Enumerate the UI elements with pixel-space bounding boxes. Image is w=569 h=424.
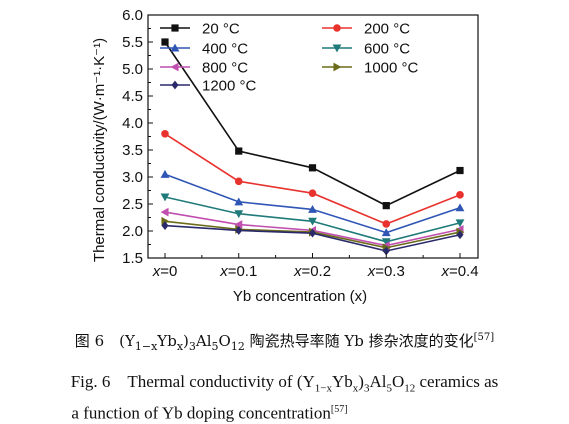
data-point <box>381 238 391 247</box>
legend-label: 1000 °C <box>364 60 419 77</box>
series-1 <box>161 38 464 210</box>
legend-marker <box>170 43 180 52</box>
data-point <box>382 202 390 210</box>
data-point <box>308 217 317 226</box>
legend-label: 20 °C <box>202 21 240 38</box>
legend-item: 200 °C <box>322 21 410 38</box>
data-point <box>160 193 170 202</box>
legend-item: 1200 °C <box>160 78 257 95</box>
caption-english: Fig. 6 Thermal conductivity of (Y1−xYbx)… <box>70 372 499 424</box>
legend-marker <box>170 62 179 72</box>
legend-item: 400 °C <box>160 41 248 58</box>
x-tick-label: x=0.2 <box>293 263 331 280</box>
legend: 20 °C 200 °C 400 °C 600 °C 800 °C 1000 °C 1200… <box>160 21 419 95</box>
thermal-conductivity-chart: 1.5 2.0 2.5 3.0 3.5 4.0 4.5 5.0 5.5 6.0 x=0 x=0.1 x=… <box>91 7 479 305</box>
x-tick-label: x=0.1 <box>219 263 257 280</box>
legend-marker <box>333 62 342 72</box>
legend-marker <box>171 80 179 90</box>
y-tick-label: 4.5 <box>122 88 143 105</box>
y-tick-label: 4.0 <box>122 115 143 132</box>
data-point <box>308 189 317 197</box>
legend-label: 200 °C <box>364 21 410 38</box>
legend-marker <box>171 24 179 32</box>
data-point <box>160 207 169 217</box>
x-axis-label: Yb concentration (x) <box>233 288 367 305</box>
data-point <box>456 191 464 199</box>
legend-marker <box>332 44 342 53</box>
series-2 <box>161 130 464 228</box>
data-point <box>160 169 170 178</box>
y-tick-label: 2.5 <box>122 196 143 213</box>
series-7 <box>161 221 464 256</box>
y-tick-label: 1.5 <box>122 250 143 267</box>
data-point <box>161 38 169 46</box>
y-tick-label: 3.0 <box>122 169 143 186</box>
legend-label: 800 °C <box>202 60 248 77</box>
legend-item: 20 °C <box>160 21 240 38</box>
data-point <box>382 220 391 228</box>
series-3 <box>160 169 465 237</box>
x-tick-label: x=0 <box>152 263 178 280</box>
data-point <box>161 130 169 138</box>
data-point <box>456 230 464 240</box>
data-point <box>161 221 169 230</box>
data-point <box>235 226 243 235</box>
data-point <box>308 164 317 172</box>
legend-label: 600 °C <box>364 41 410 58</box>
series-4 <box>160 193 465 247</box>
y-tick-label: 3.5 <box>122 142 143 159</box>
data-point <box>234 210 244 219</box>
axes: 1.5 2.0 2.5 3.0 3.5 4.0 4.5 5.0 5.5 6.0 x=0 x=0.1 x=… <box>122 7 479 280</box>
data-point <box>308 228 317 238</box>
y-tick-label: 5.0 <box>122 61 143 78</box>
data-point <box>234 177 243 186</box>
data-point <box>234 197 244 206</box>
x-tick-label: x=0.3 <box>367 263 405 280</box>
legend-item: 800 °C <box>160 60 248 77</box>
legend-label: 1200 °C <box>202 78 257 95</box>
data-point <box>381 228 391 237</box>
data-point <box>456 166 464 175</box>
y-tick-label: 2.0 <box>122 223 143 240</box>
x-tick-label: x=0.4 <box>440 263 478 280</box>
y-axis-label: Thermal conductivity/(W·m⁻¹·K⁻¹) <box>91 38 108 262</box>
data-point <box>234 220 243 229</box>
data-point <box>235 147 243 155</box>
y-tick-label: 6.0 <box>122 7 143 24</box>
legend-item: 1000 °C <box>322 60 419 77</box>
legend-item: 600 °C <box>322 41 410 58</box>
legend-marker <box>333 24 341 32</box>
caption-chinese: 图 6 (Y1−xYbx)3Al5O12 陶瓷热导率随 Yb 掺杂浓度的变化[5… <box>74 332 495 353</box>
data-point <box>308 205 317 213</box>
data-point <box>455 203 465 212</box>
series-layer <box>160 38 465 256</box>
legend-label: 400 °C <box>202 41 248 58</box>
data-point <box>455 219 465 228</box>
y-tick-label: 5.5 <box>122 34 143 51</box>
data-point <box>382 246 390 256</box>
